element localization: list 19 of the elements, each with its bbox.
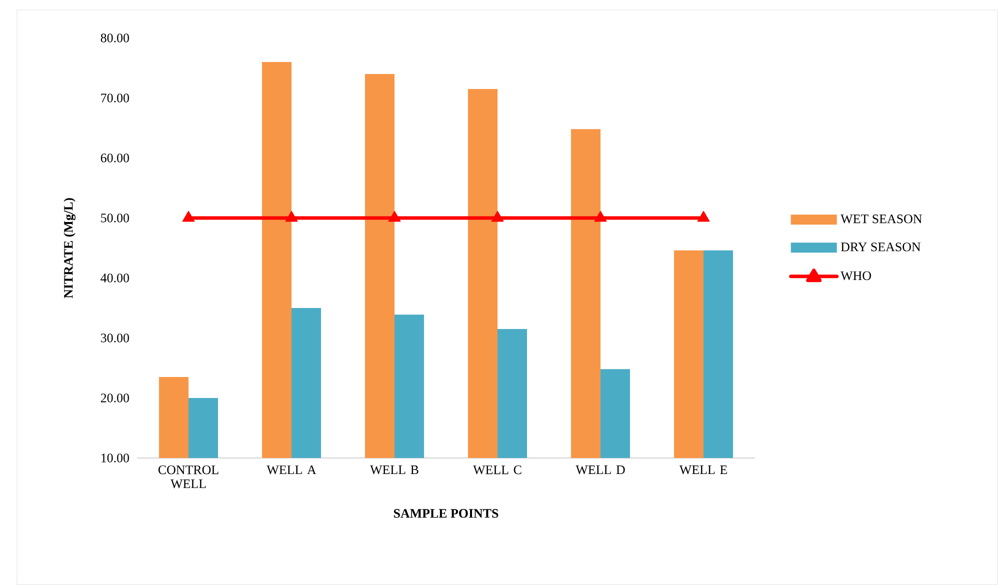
x-tick-label: WELL E (679, 466, 727, 474)
x-tick-label: WELL D (576, 466, 625, 474)
legend-label: WET SEASON (840, 214, 922, 224)
x-tick-label: WELL C (473, 466, 522, 474)
legend-label: DRY SEASON (840, 242, 921, 252)
y-tick-label: 30.00 (100, 334, 129, 342)
y-axis-title: NITRATE (Mg/L) (64, 198, 76, 298)
y-tick-label: 20.00 (100, 394, 129, 402)
y-tick-label: 50.00 (101, 214, 129, 222)
x-axis-title: SAMPLE POINTS (394, 509, 498, 518)
legend-label: WHO (840, 271, 871, 280)
y-tick-label: 80.00 (100, 34, 129, 42)
y-tick-label: 40.00 (100, 274, 129, 282)
y-tick-label: 60.00 (100, 154, 129, 162)
y-tick-label: 10.00 (101, 454, 129, 462)
y-tick-label: 70.00 (101, 94, 129, 102)
x-tick-label: CONTROL WELL (158, 466, 218, 488)
x-tick-label: WELL B (370, 466, 418, 474)
x-tick-label: WELL A (266, 466, 316, 474)
